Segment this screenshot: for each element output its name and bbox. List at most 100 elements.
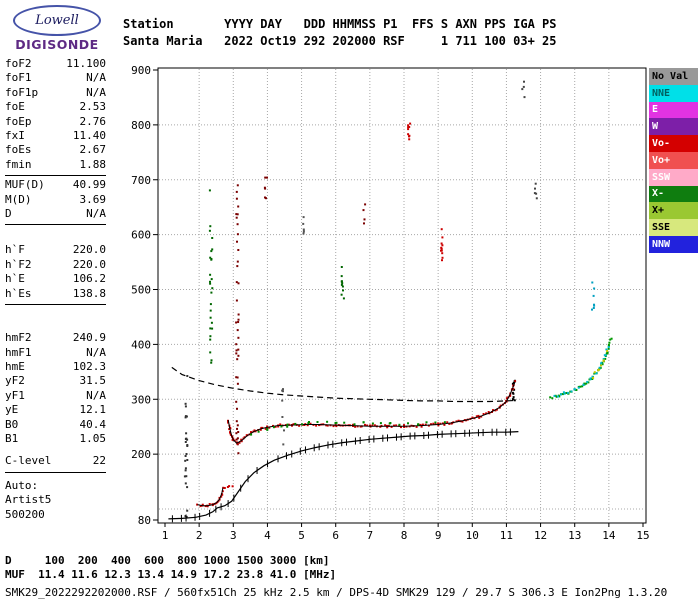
status-line: SMK29_2022292202000.RSF / 560fx51Ch 25 k… <box>5 586 668 599</box>
param-row-fof1: foF1 N/A <box>5 71 106 85</box>
series-true_height_profile <box>168 428 519 523</box>
param-row-fof2: foF2 11.100 <box>5 57 106 71</box>
param-value: 2.76 <box>79 114 107 128</box>
distance-row: D 100 200 400 600 800 1000 1500 3000 [km… <box>5 554 330 567</box>
logo-product-text: DIGISONDE <box>15 37 99 52</box>
param-row-d: D N/A <box>5 207 106 221</box>
param-group-4: C-level 22 <box>5 454 106 468</box>
param-row-hme: hmE 102.3 <box>5 360 106 374</box>
artist-fit-line <box>197 487 224 507</box>
param-row-fmin: fmin 1.88 <box>5 158 106 172</box>
param-value: 102.3 <box>72 359 106 373</box>
y-tick-label: 200 <box>131 448 151 461</box>
param-separator <box>5 471 106 473</box>
station-header: Station YYYY DAY DDD HHMMSS P1 FFS S AXN… <box>123 16 556 49</box>
x-tick-label: 11 <box>500 529 513 542</box>
param-value: 2.67 <box>79 143 107 157</box>
param-value: N/A <box>86 71 106 85</box>
series-x_trace_arc_yellow <box>592 350 609 379</box>
param-row-fxi: fxI 11.40 <box>5 129 106 143</box>
x-tick-label: 14 <box>602 529 616 542</box>
param-row-b0: B0 40.4 <box>5 418 106 432</box>
logo-oval: Lowell <box>13 5 101 36</box>
legend-item-vo: Vo+ <box>649 151 698 169</box>
y-tick-label: 900 <box>131 64 151 77</box>
param-label: D <box>5 207 12 221</box>
param-value: 40.99 <box>72 178 106 192</box>
param-separator <box>5 224 106 226</box>
legend-item-w: W <box>649 118 698 136</box>
param-label: Artist5 <box>5 493 52 507</box>
legend-item-x: X- <box>649 185 698 203</box>
param-row-b1: B1 1.05 <box>5 432 106 446</box>
rfi-column <box>440 228 444 262</box>
param-separator <box>5 175 106 177</box>
parameter-panel: foF2 11.100 foF1 N/A foF1p N/A foE 2.53 foEp 2.76… <box>5 57 106 522</box>
legend-item-x: X+ <box>649 202 698 220</box>
logo-brand-text: Lowell <box>35 13 79 28</box>
legend-item-nne: NNE <box>649 84 698 102</box>
station-header-columns: Station YYYY DAY DDD HHMMSS P1 FFS S AXN… <box>123 17 557 31</box>
param-group-2: h`F 220.0 h`F2 220.0 h`E 106.2 h`Es 138.8 <box>5 243 106 301</box>
series-x_trace_arc_cyan <box>553 346 610 398</box>
rfi-column <box>533 182 538 200</box>
param-label: 500200 <box>5 507 45 521</box>
param-value: 31.5 <box>79 374 107 388</box>
rfi-column <box>263 176 268 200</box>
param-label: C-level <box>5 454 52 468</box>
param-label: h`F2 <box>5 257 32 271</box>
param-row-foes: foEs 2.67 <box>5 143 106 157</box>
param-label: h`E <box>5 272 25 286</box>
param-label: foEs <box>5 143 32 157</box>
y-tick-label: 80 <box>138 514 151 527</box>
x-tick-label: 4 <box>264 529 271 542</box>
echo-direction-legend: No Val NNE E W Vo- Vo+ SSW X- X+ SSE NNW <box>649 68 698 253</box>
param-label: hmE <box>5 359 25 373</box>
param-value: 138.8 <box>72 286 106 300</box>
param-value: N/A <box>86 388 106 402</box>
param-row-hmf1: hmF1 N/A <box>5 346 106 360</box>
param-value: 3.69 <box>79 192 107 206</box>
param-label: yF2 <box>5 374 25 388</box>
digisonde-logo: Lowell DIGISONDE <box>6 5 108 52</box>
param-separator <box>5 304 106 306</box>
param-label: fmin <box>5 157 32 171</box>
param-label: h`F <box>5 243 25 257</box>
param-row-hf2: h`F2 220.0 <box>5 258 106 272</box>
param-row-he: h`E 106.2 <box>5 272 106 286</box>
y-tick-label: 300 <box>131 393 151 406</box>
series-x_trace_flat <box>250 420 446 436</box>
artist-fit-line <box>227 381 516 444</box>
rfi-column <box>407 122 412 141</box>
param-row-mufd: MUF(D) 40.99 <box>5 178 106 192</box>
series-es_trace <box>223 485 234 489</box>
rfi-column <box>183 375 189 518</box>
x-tick-label: 5 <box>298 529 305 542</box>
param-value: 11.40 <box>72 129 106 143</box>
rfi-column <box>362 203 367 225</box>
rfi-column <box>340 266 345 300</box>
param-label: yE <box>5 403 19 417</box>
param-label: hmF2 <box>5 331 32 345</box>
legend-item-nnw: NNW <box>649 235 698 253</box>
x-tick-label: 7 <box>367 529 374 542</box>
param-group-1: MUF(D) 40.99 M(D) 3.69 D N/A <box>5 178 106 221</box>
param-value: 220.0 <box>72 257 106 271</box>
rfi-column <box>591 281 596 311</box>
x-tick-label: 6 <box>332 529 339 542</box>
x-tick-label: 9 <box>435 529 442 542</box>
param-row-hmf2: hmF2 240.9 <box>5 331 106 345</box>
param-label: foF2 <box>5 57 32 70</box>
param-value: N/A <box>86 207 106 221</box>
x-tick-label: 3 <box>230 529 237 542</box>
param-row-md: M(D) 3.69 <box>5 193 106 207</box>
y-tick-label: 400 <box>131 338 151 351</box>
param-row-foe: foE 2.53 <box>5 100 106 114</box>
param-group-3: hmF2 240.9 hmF1 N/A hmE 102.3 yF2 31.5 yF1 N/A yE 1… <box>5 331 106 446</box>
param-row-foep: foEp 2.76 <box>5 115 106 129</box>
param-label: fxI <box>5 129 25 143</box>
param-value: 11.100 <box>66 57 106 70</box>
param-row-clevel: C-level 22 <box>5 454 106 468</box>
